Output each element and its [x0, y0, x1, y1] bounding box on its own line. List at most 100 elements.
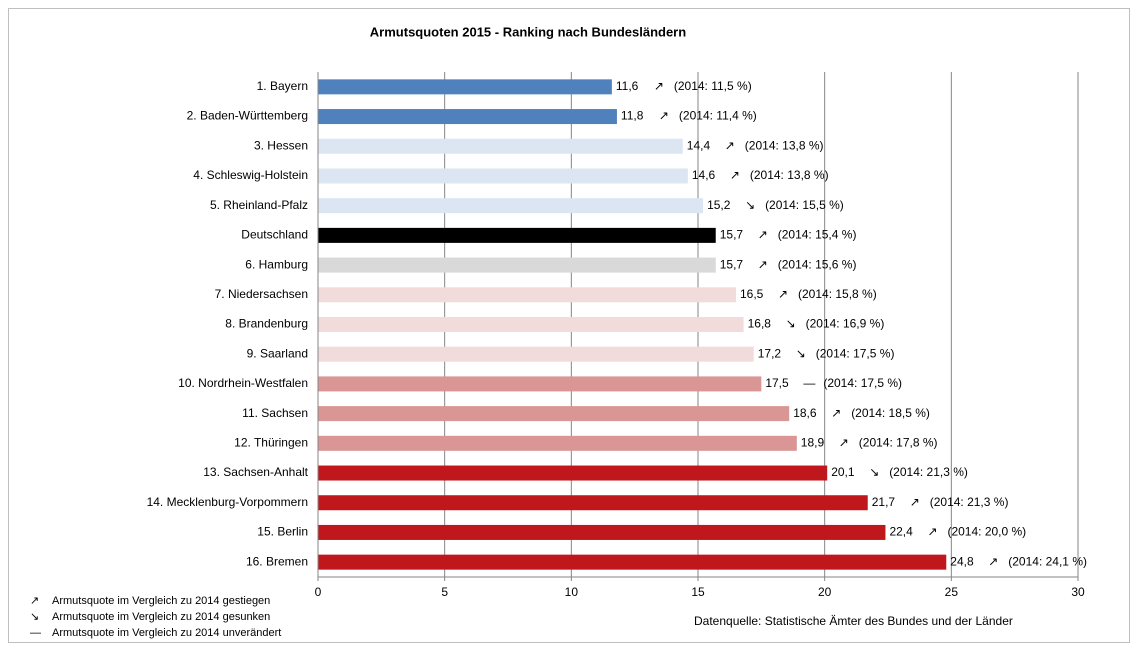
annotation: (2014: 13,8 %) — [750, 168, 829, 182]
bar — [318, 495, 868, 511]
x-tick-label: 25 — [945, 585, 959, 599]
y-tick-label: 2. Baden-Württemberg — [187, 109, 308, 123]
value-label: 18,9 — [801, 435, 825, 449]
trend-symbol: ↗ — [725, 138, 735, 152]
x-tick-label: 15 — [691, 585, 705, 599]
value-label: 15,2 — [707, 198, 731, 212]
trend-symbol: ↗ — [839, 435, 849, 449]
source-note: Datenquelle: Statistische Ämter des Bund… — [694, 614, 1013, 628]
value-label: 24,8 — [950, 554, 974, 568]
trend-symbol: ↗ — [831, 406, 841, 420]
annotation: (2014: 15,5 %) — [765, 198, 844, 212]
trend-symbol: ↗ — [659, 109, 669, 123]
y-tick-label: 6. Hamburg — [245, 257, 308, 271]
annotation: (2014: 15,4 %) — [778, 228, 857, 242]
value-label: 11,6 — [616, 79, 639, 93]
annotation: (2014: 11,5 %) — [674, 79, 752, 93]
annotation: (2014: 20,0 %) — [947, 525, 1026, 539]
bar — [318, 287, 736, 303]
annotation: (2014: 13,8 %) — [745, 138, 824, 152]
x-tick-label: 20 — [818, 585, 832, 599]
y-tick-label: 9. Saarland — [247, 346, 308, 360]
y-tick-label: 7. Niedersachsen — [215, 287, 308, 301]
legend-label: Armutsquote im Vergleich zu 2014 unverän… — [52, 627, 281, 639]
legend-symbol: ↗ — [30, 595, 39, 607]
value-label: 18,6 — [793, 406, 817, 420]
trend-symbol: ↘ — [869, 465, 879, 479]
value-label: 14,6 — [692, 168, 716, 182]
y-tick-label: 11. Sachsen — [242, 406, 308, 420]
bar — [318, 317, 744, 332]
value-label: 20,1 — [831, 465, 855, 479]
value-label: 17,5 — [765, 376, 789, 390]
bar — [318, 554, 947, 570]
bar — [318, 79, 612, 95]
trend-symbol: ↘ — [796, 346, 806, 360]
annotation: (2014: 17,5 %) — [823, 376, 902, 390]
value-label: 16,5 — [740, 287, 764, 301]
y-tick-label: 4. Schleswig-Holstein — [193, 168, 308, 182]
legend-symbol: — — [30, 627, 41, 639]
value-label: 17,2 — [758, 346, 782, 360]
y-tick-label: 12. Thüringen — [234, 435, 308, 449]
value-label: 11,8 — [621, 109, 644, 123]
trend-symbol: ↗ — [654, 79, 664, 93]
bar — [318, 109, 617, 125]
trend-symbol: ↘ — [745, 198, 755, 212]
bar — [318, 406, 790, 422]
annotation: (2014: 16,9 %) — [806, 317, 885, 331]
trend-symbol: ↗ — [910, 495, 920, 509]
annotation: (2014: 21,3 %) — [889, 465, 968, 479]
value-label: 15,7 — [720, 228, 744, 242]
value-label: 16,8 — [748, 317, 772, 331]
y-tick-label: 15. Berlin — [257, 525, 308, 539]
annotation: (2014: 21,3 %) — [930, 495, 1009, 509]
value-label: 15,7 — [720, 257, 744, 271]
bar — [318, 465, 828, 481]
trend-symbol: ↗ — [927, 525, 937, 539]
x-tick-label: 30 — [1071, 585, 1085, 599]
y-tick-label: 5. Rheinland-Pfalz — [210, 198, 308, 212]
bar — [318, 257, 716, 273]
y-tick-label: 10. Nordrhein-Westfalen — [178, 376, 308, 390]
trend-symbol: ↘ — [786, 317, 796, 331]
trend-symbol: ↗ — [778, 287, 788, 301]
bar — [318, 346, 754, 362]
trend-symbol: ↗ — [988, 554, 998, 568]
y-tick-label: 3. Hessen — [254, 138, 308, 152]
y-tick-label: 16. Bremen — [246, 554, 308, 568]
annotation: (2014: 17,5 %) — [816, 346, 895, 360]
x-tick-label: 0 — [315, 585, 322, 599]
bar — [318, 376, 762, 392]
x-tick-label: 10 — [565, 585, 579, 599]
value-label: 22,4 — [889, 525, 913, 539]
annotation: (2014: 15,8 %) — [798, 287, 877, 301]
value-label: 21,7 — [872, 495, 896, 509]
annotation: (2014: 17,8 %) — [859, 435, 938, 449]
value-label: 14,4 — [687, 138, 711, 152]
y-tick-label: 8. Brandenburg — [225, 317, 308, 331]
x-tick-label: 5 — [441, 585, 448, 599]
trend-symbol: ↗ — [730, 168, 740, 182]
legend-label: Armutsquote im Vergleich zu 2014 gestieg… — [52, 595, 270, 607]
annotation: (2014: 18,5 %) — [851, 406, 930, 420]
annotation: (2014: 15,6 %) — [778, 257, 857, 271]
legend-symbol: ↘ — [30, 611, 39, 623]
chart-title: Armutsquoten 2015 - Ranking nach Bundesl… — [370, 24, 686, 39]
bar — [318, 524, 886, 540]
bar — [318, 198, 704, 214]
trend-symbol: ↗ — [758, 228, 768, 242]
legend-label: Armutsquote im Vergleich zu 2014 gesunke… — [52, 611, 270, 623]
bar — [318, 168, 688, 184]
bar — [318, 227, 716, 243]
y-tick-label: 13. Sachsen-Anhalt — [203, 465, 308, 479]
y-tick-label: 1. Bayern — [257, 79, 308, 93]
y-tick-label: 14. Mecklenburg-Vorpommern — [147, 495, 308, 509]
annotation: (2014: 24,1 %) — [1008, 554, 1087, 568]
bar — [318, 138, 683, 154]
annotation: (2014: 11,4 %) — [679, 109, 757, 123]
trend-symbol: — — [803, 376, 815, 390]
bar — [318, 435, 797, 451]
y-tick-label: Deutschland — [241, 228, 308, 242]
